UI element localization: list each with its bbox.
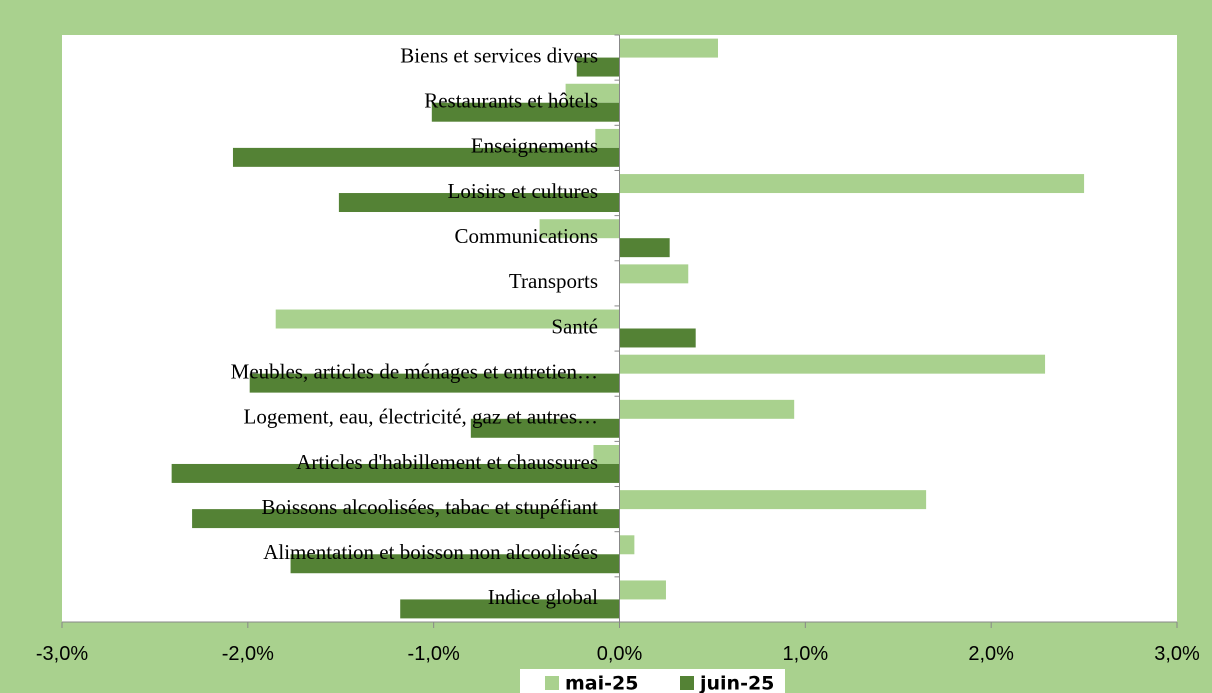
bar: [576, 57, 620, 77]
legend: [520, 669, 785, 693]
x-tick-label: -1,0%: [408, 643, 460, 665]
bar: [619, 174, 1085, 194]
bar: [593, 444, 620, 464]
bar: [400, 599, 620, 619]
y-tick-label: Indice global: [488, 585, 598, 609]
bar: [338, 193, 620, 213]
bar: [232, 147, 620, 167]
bar: [192, 509, 620, 529]
bar: [619, 238, 670, 258]
x-tick-label: 3,0%: [1154, 643, 1200, 665]
y-tick-label: Boissons alcoolisées, tabac et stupéfian…: [261, 495, 598, 519]
bar: [619, 264, 689, 284]
y-tick-label: Alimentation et boisson non alcoolisées: [263, 540, 598, 564]
legend-swatch: [680, 676, 694, 690]
bar: [619, 490, 927, 510]
bar: [275, 309, 620, 329]
bar: [249, 373, 620, 393]
y-tick-label: Enseignements: [471, 134, 598, 158]
legend-label: juin-25: [699, 673, 774, 693]
y-tick-label: Restaurants et hôtels: [424, 89, 598, 113]
bar: [619, 580, 666, 600]
x-tick-label: -3,0%: [36, 643, 88, 665]
x-tick-label: -2,0%: [222, 643, 274, 665]
bar: [565, 83, 620, 103]
bar: [619, 535, 635, 555]
bar: [431, 102, 620, 122]
bar: [171, 463, 620, 483]
x-tick-label: 2,0%: [968, 643, 1014, 665]
y-tick-label: Articles d'habillement et chaussures: [296, 450, 598, 474]
bar: [619, 328, 696, 348]
bar: [470, 418, 620, 438]
bar: [539, 219, 620, 239]
legend-swatch: [545, 676, 559, 690]
legend-label: mai-25: [565, 673, 638, 693]
bar: [619, 38, 718, 58]
y-tick-label: Santé: [551, 314, 598, 338]
y-tick-label: Biens et services divers: [400, 43, 598, 67]
bar: [619, 354, 1046, 374]
bar: [619, 399, 795, 419]
y-tick-label: Transports: [509, 269, 598, 293]
bar: [595, 128, 620, 148]
x-tick-label: 1,0%: [783, 643, 829, 665]
x-tick-label: 0,0%: [597, 643, 643, 665]
y-tick-label: Communications: [455, 224, 599, 248]
bar: [290, 554, 620, 574]
y-tick-label: Meubles, articles de ménages et entretie…: [231, 359, 598, 383]
y-tick-label: Loisirs et cultures: [448, 179, 598, 203]
y-tick-label: Logement, eau, électricité, gaz et autre…: [244, 405, 599, 429]
